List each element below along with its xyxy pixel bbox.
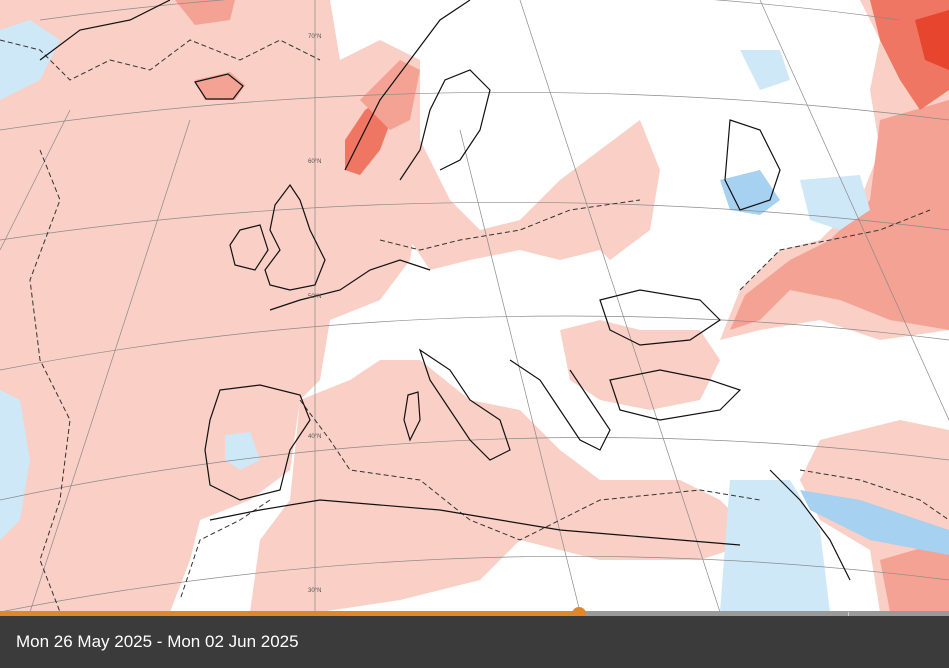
timeline-tick <box>848 612 849 616</box>
cold-anomaly-red-sea <box>800 490 949 555</box>
warm-anomaly-mediterranean <box>250 360 760 612</box>
warm-anomaly-norway-medium <box>360 60 420 130</box>
warm-anomaly-greenland <box>175 0 235 25</box>
timeline-slider[interactable] <box>0 607 949 621</box>
lat-label-70: 70°N <box>308 34 321 40</box>
date-range-label: Mon 26 May 2025 - Mon 02 Jun 2025 <box>16 632 299 651</box>
warm-anomaly-scandinavia <box>340 40 660 300</box>
lat-label-60: 60°N <box>308 159 321 165</box>
map-canvas: 70°N 60°N 50°N 40°N 30°N <box>0 0 949 612</box>
cold-anomaly-ne <box>740 50 790 90</box>
date-range-bar: Mon 26 May 2025 - Mon 02 Jun 2025 <box>0 616 949 668</box>
cold-anomaly-caspian <box>720 170 780 215</box>
neutral-central-europe <box>420 250 620 350</box>
cold-anomaly-west-2 <box>0 390 30 540</box>
cold-anomaly-west <box>0 20 60 100</box>
warm-anomaly-russia-strong <box>730 100 949 330</box>
anomaly-contours <box>0 39 949 612</box>
lat-label-40: 40°N <box>308 434 321 440</box>
lat-label-30: 30°N <box>308 588 321 594</box>
anomaly-map: 70°N 60°N 50°N 40°N 30°N <box>0 0 949 612</box>
warm-anomaly-north-extreme <box>915 10 949 70</box>
coastlines <box>39 0 851 581</box>
graticule <box>0 0 949 612</box>
slider-progress <box>0 611 579 616</box>
warm-anomaly-balkans <box>560 320 720 410</box>
cold-anomaly-africa <box>720 480 830 612</box>
lat-label-50: 50°N <box>308 294 321 300</box>
